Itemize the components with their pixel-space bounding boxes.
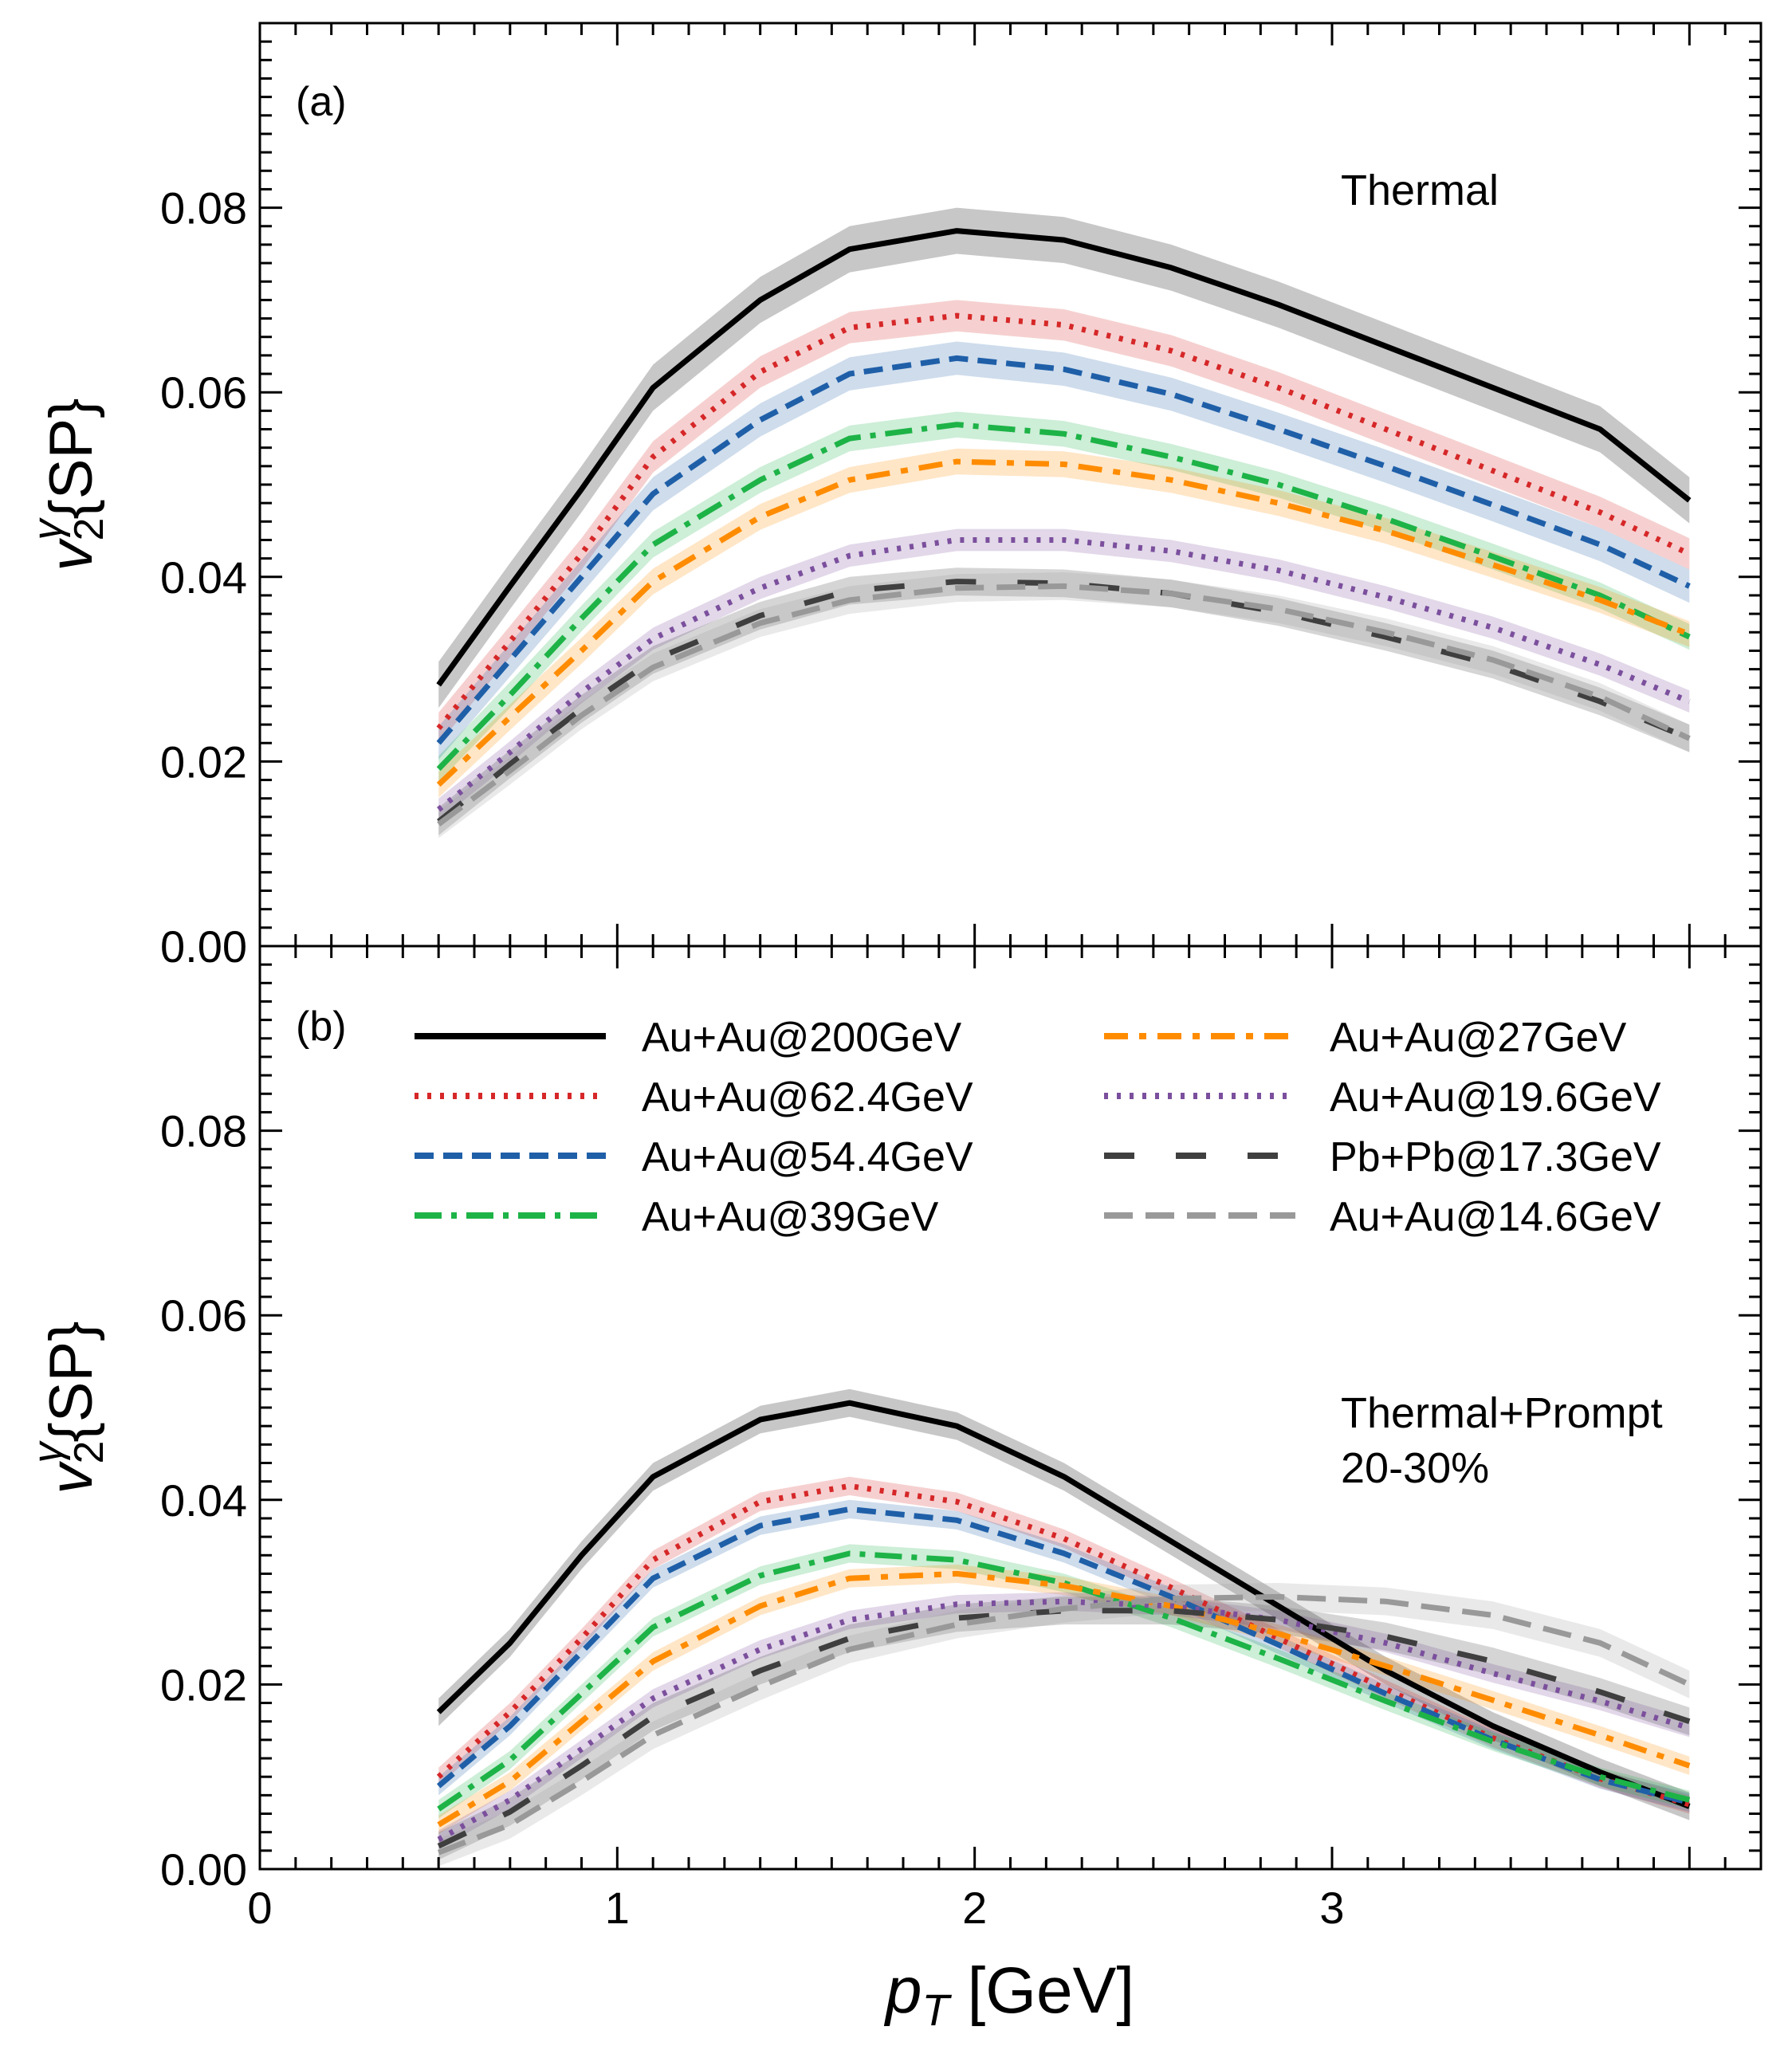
band-Au+Au@39GeV [438, 411, 1690, 782]
legend-label: Au+Au@39GeV [642, 1194, 939, 1240]
band-Au+Au@200GeV [438, 207, 1690, 709]
legend-label: Au+Au@54.4GeV [642, 1134, 973, 1180]
series-line-Au+Au@200GeV [436, 1400, 1691, 1809]
y-label-v: v [37, 1461, 105, 1494]
legend-label: Pb+Pb@17.3GeV [1330, 1134, 1661, 1180]
annotation-thermal-prompt: Thermal+Prompt [1341, 1389, 1663, 1437]
y-label-rest: {SP} [37, 1321, 105, 1442]
series-line-Au+Au@39GeV [437, 1550, 1691, 1812]
series-line-Au+Au@14.6GeV [437, 1593, 1691, 1856]
y-axis-label-b: v2γ{SP} [25, 1321, 112, 1494]
y-label-v: v [37, 538, 105, 571]
y-tick-label: 0.08 [160, 1106, 247, 1157]
y-tick-label: 0.02 [160, 736, 247, 787]
y-tick-label: 0.00 [160, 1844, 247, 1895]
legend-label: Au+Au@27GeV [1330, 1015, 1627, 1061]
series-line-Au+Au@200GeV [436, 228, 1692, 687]
series-line-Au+Au@27GeV [437, 1570, 1691, 1828]
y-tick-label: 0.04 [160, 1475, 247, 1526]
bands-b [438, 1388, 1690, 1867]
annotation-thermal: Thermal [1341, 167, 1499, 214]
y-tick-label: 0.00 [160, 921, 247, 972]
band-Au+Au@14.6GeV [438, 572, 1690, 838]
x-tick-label: 3 [1319, 1883, 1344, 1933]
band-Au+Au@62.4GeV [438, 1476, 1690, 1814]
series-line-Au+Au@39GeV [436, 422, 1691, 772]
x-tick-label: 1 [605, 1883, 630, 1933]
legend-label: Au+Au@14.6GeV [1330, 1194, 1661, 1240]
legend-label: Au+Au@62.4GeV [642, 1074, 973, 1121]
band-Au+Au@19.6GeV [438, 528, 1690, 821]
plot-frame-b [258, 945, 1763, 1871]
panel-a: 0.00 0.02 0.04 0.06 0.08 (a) Thermal v2γ{SP} [25, 22, 1763, 972]
band-Au+Au@62.4GeV [438, 300, 1690, 744]
ticks-a: 0.00 0.02 0.04 0.06 0.08 [160, 23, 1761, 972]
x-label-p: p [883, 1954, 922, 2027]
y-label-sub: 2 [66, 518, 112, 541]
series-line-Au+Au@62.4GeV [436, 312, 1691, 730]
panel-label-b: (b) [296, 1003, 347, 1050]
y-axis-label-a: v2γ{SP} [25, 398, 112, 571]
y-tick-label: 0.02 [160, 1659, 247, 1710]
y-tick-label: 0.08 [160, 183, 247, 234]
y-label-sup: γ [25, 1440, 71, 1463]
y-label-sup: γ [25, 517, 71, 540]
band-Au+Au@14.6GeV [438, 1583, 1690, 1867]
legend: Au+Au@200GeV Au+Au@62.4GeV Au+Au@54.4GeV Au… [415, 1015, 1661, 1240]
y-label-rest: {SP} [37, 398, 105, 519]
y-tick-label: 0.04 [160, 552, 247, 603]
x-tick-label: 0 [247, 1883, 272, 1933]
band-Pb+Pb@17.3GeV [438, 1596, 1690, 1860]
series-line-Au+Au@54.4GeV [436, 355, 1691, 745]
x-label-unit: [GeV] [949, 1954, 1134, 2027]
x-axis-label: pT [GeV] [883, 1954, 1134, 2035]
legend-label: Au+Au@200GeV [642, 1015, 961, 1061]
lines-b [436, 1400, 1691, 1856]
band-Au+Au@54.4GeV [438, 1499, 1690, 1812]
series-line-Au+Au@27GeV [436, 458, 1691, 787]
x-tick-label: 2 [962, 1883, 987, 1933]
legend-label: Au+Au@19.6GeV [1330, 1074, 1661, 1121]
ticks-b: 0.00 0.02 0.04 0.06 0.08 0 1 2 3 [160, 946, 1761, 1933]
x-label-sub: T [922, 1985, 952, 2035]
y-tick-label: 0.06 [160, 1290, 247, 1341]
series-line-Pb+Pb@17.3GeV [437, 1608, 1691, 1849]
panel-label-a: (a) [296, 79, 347, 125]
band-Au+Au@19.6GeV [438, 1592, 1690, 1849]
y-label-sub: 2 [66, 1441, 112, 1464]
series-line-Au+Au@19.6GeV [437, 537, 1691, 812]
lines-a [436, 228, 1692, 827]
series-line-Au+Au@14.6GeV [437, 583, 1691, 827]
annotation-centrality: 20-30% [1341, 1444, 1489, 1492]
y-tick-label: 0.06 [160, 367, 247, 418]
panel-b: 0.00 0.02 0.04 0.06 0.08 0 1 2 3 (b) Thermal+Pro… [25, 945, 1763, 1933]
band-Au+Au@27GeV [438, 448, 1690, 798]
